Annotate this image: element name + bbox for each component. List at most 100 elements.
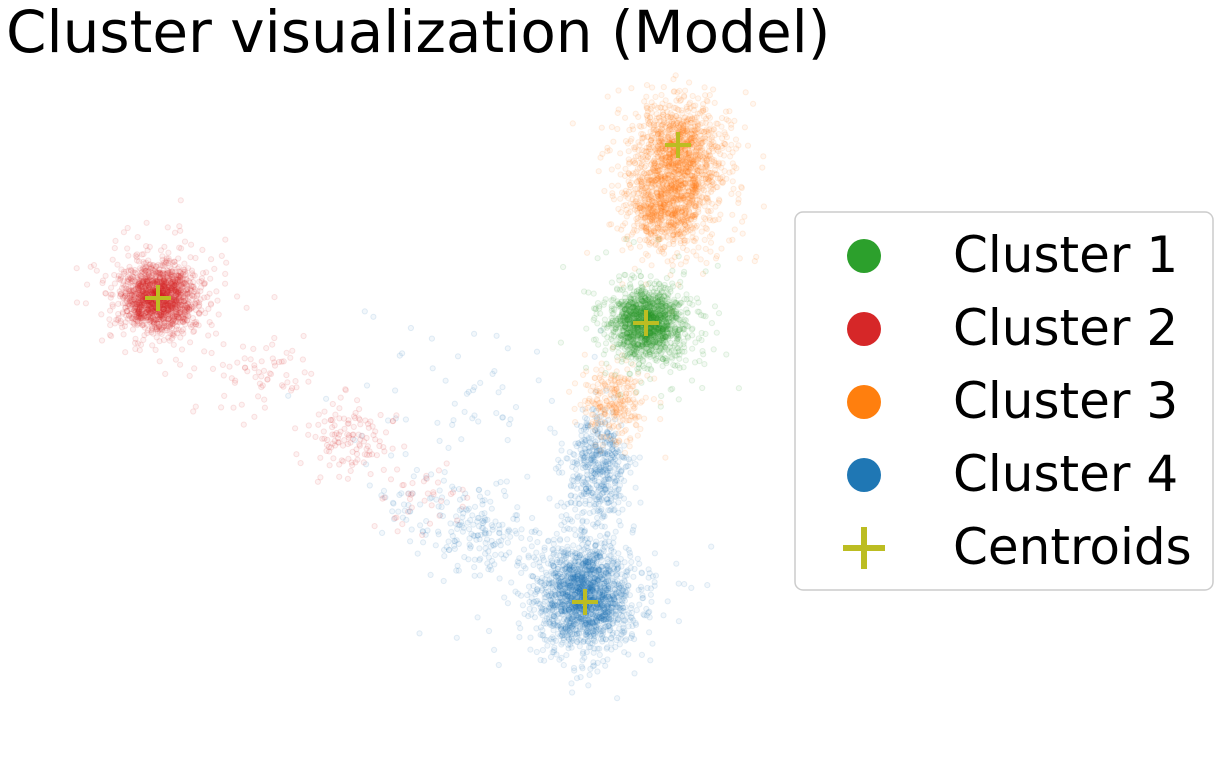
data-point <box>604 656 611 663</box>
data-point <box>550 562 557 569</box>
data-point <box>512 404 520 411</box>
data-point <box>688 584 695 592</box>
data-point <box>489 523 497 531</box>
data-point <box>529 514 536 522</box>
data-point <box>550 649 558 656</box>
data-point <box>610 196 618 203</box>
data-point <box>568 588 575 595</box>
data-point <box>675 580 682 587</box>
data-point <box>435 503 442 510</box>
data-point <box>586 555 593 562</box>
data-point <box>550 540 557 548</box>
data-point <box>570 542 577 549</box>
data-point <box>692 189 700 196</box>
data-point <box>579 541 586 549</box>
data-point <box>606 611 613 618</box>
data-point <box>581 414 589 421</box>
data-point <box>650 396 658 403</box>
data-point <box>620 202 627 209</box>
data-point <box>608 605 615 612</box>
data-point <box>556 592 563 599</box>
data-point <box>722 108 730 115</box>
data-point <box>601 552 608 560</box>
data-point <box>643 103 650 110</box>
data-point <box>520 546 528 553</box>
data-point <box>706 92 713 99</box>
data-point <box>579 509 586 517</box>
data-point <box>627 469 634 476</box>
data-point <box>506 421 513 428</box>
data-point <box>567 608 574 615</box>
data-point <box>611 596 618 603</box>
data-point <box>651 229 658 236</box>
data-point <box>581 574 588 582</box>
data-point <box>579 569 587 576</box>
data-point <box>606 614 613 621</box>
data-point <box>493 332 500 339</box>
data-point <box>566 566 573 573</box>
data-point <box>672 104 679 112</box>
data-point <box>636 560 643 567</box>
data-point <box>507 416 514 423</box>
data-point <box>550 635 557 642</box>
data-point <box>695 208 702 216</box>
data-point <box>452 538 459 545</box>
data-point <box>590 649 597 656</box>
data-point <box>646 629 653 636</box>
data-point <box>679 212 686 219</box>
data-point <box>644 252 651 259</box>
data-point <box>632 110 639 117</box>
data-point <box>578 575 585 582</box>
data-point <box>627 604 635 612</box>
data-point <box>611 437 619 444</box>
data-point <box>595 519 602 526</box>
data-point <box>602 476 610 483</box>
data-point <box>619 579 626 586</box>
data-point <box>613 477 621 484</box>
data-point <box>656 141 663 148</box>
data-point <box>592 472 600 479</box>
data-point <box>510 515 517 522</box>
data-point <box>445 538 452 545</box>
data-point <box>728 124 735 132</box>
data-point <box>622 617 629 624</box>
data-point <box>621 477 628 484</box>
data-point <box>485 554 492 561</box>
data-point <box>638 224 645 231</box>
data-point <box>566 388 573 395</box>
data-point <box>403 516 410 523</box>
data-point <box>678 107 685 114</box>
data-point <box>578 663 585 670</box>
data-point <box>625 170 632 177</box>
data-point <box>759 164 766 171</box>
data-point <box>570 613 577 621</box>
data-point <box>694 176 701 183</box>
data-point <box>608 544 615 552</box>
data-point <box>476 572 484 579</box>
data-point <box>579 566 586 573</box>
data-point <box>514 562 521 569</box>
data-point <box>592 590 599 597</box>
data-point <box>615 581 622 588</box>
data-point <box>569 689 576 696</box>
data-point <box>687 116 694 124</box>
data-point <box>614 565 621 573</box>
data-point <box>731 163 738 170</box>
data-point <box>624 463 632 470</box>
data-point <box>643 93 650 100</box>
data-point <box>592 551 600 559</box>
data-point <box>706 114 714 121</box>
data-point <box>648 109 655 116</box>
data-point <box>546 616 553 623</box>
data-point <box>735 190 742 197</box>
data-point <box>621 449 629 456</box>
data-point <box>582 497 589 505</box>
data-point <box>657 152 664 159</box>
data-point <box>610 564 617 571</box>
data-point <box>568 631 575 638</box>
data-point <box>707 239 715 246</box>
data-point <box>580 626 587 633</box>
data-point <box>578 616 585 623</box>
data-point <box>638 398 646 405</box>
data-point <box>512 527 519 535</box>
